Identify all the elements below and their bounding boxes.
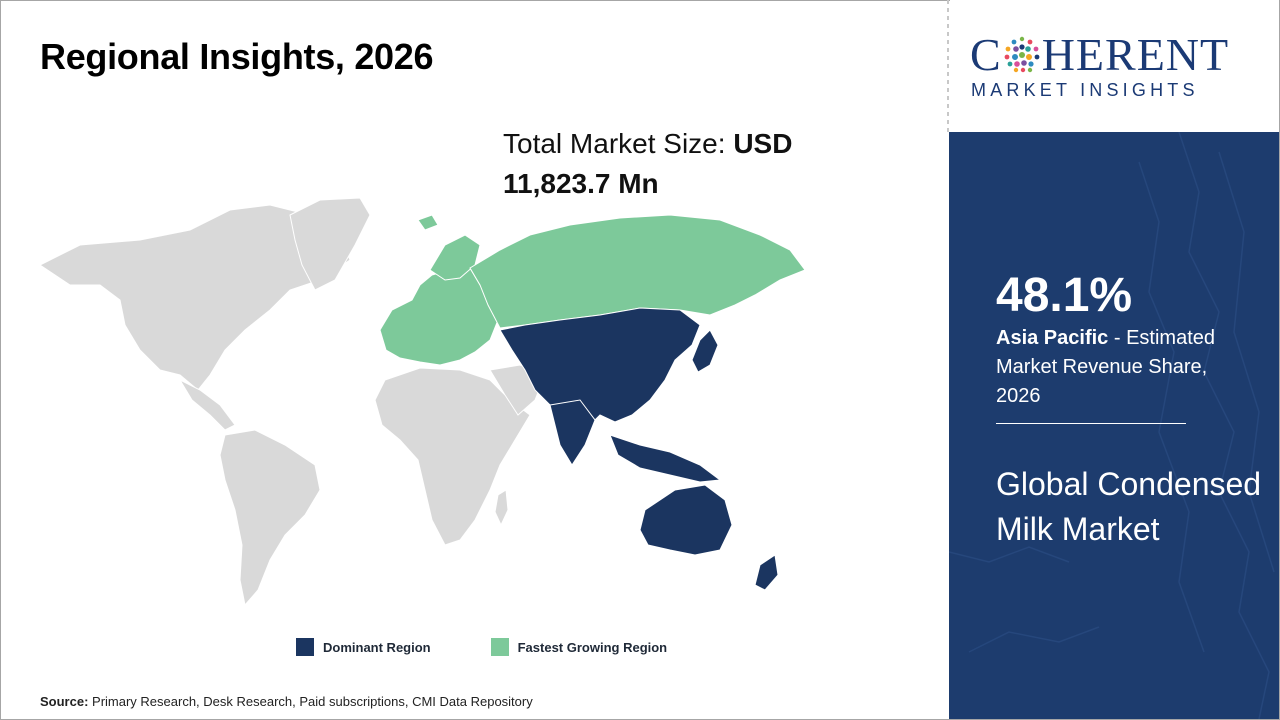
total-market-size-label: Total Market Size: bbox=[503, 128, 734, 159]
total-market-size: Total Market Size: USD 11,823.7 Mn bbox=[503, 124, 792, 204]
logo-tagline: MARKET INSIGHTS bbox=[971, 80, 1199, 100]
map-region-greenland bbox=[289, 197, 371, 291]
share-desc-text: - Estimated Market Revenue Share, 2026 bbox=[996, 327, 1215, 407]
logo-wordmark: C bbox=[970, 30, 1229, 80]
map-region-japan bbox=[691, 329, 719, 373]
map-region-australia bbox=[639, 484, 733, 556]
world-map bbox=[39, 197, 806, 607]
map-legend: Dominant Region Fastest Growing Region bbox=[296, 638, 667, 656]
side-panel-map-texture bbox=[949, 132, 1275, 719]
legend-label-fastest: Fastest Growing Region bbox=[517, 639, 668, 655]
source-text: Primary Research, Desk Research, Paid su… bbox=[88, 694, 533, 709]
share-description: Asia Pacific - Estimated Market Revenue … bbox=[996, 324, 1256, 411]
map-region-south-america bbox=[219, 429, 321, 607]
map-region-scandinavia bbox=[429, 234, 481, 281]
side-panel: 48.1% Asia Pacific - Estimated Market Re… bbox=[949, 132, 1279, 719]
header-divider bbox=[947, 0, 949, 132]
logo-dot-globe-icon bbox=[1004, 36, 1040, 73]
legend-label-dominant: Dominant Region bbox=[323, 639, 431, 655]
share-value: 48.1% bbox=[996, 269, 1133, 322]
page-title: Regional Insights, 2026 bbox=[40, 36, 434, 77]
map-region-central-america bbox=[178, 378, 236, 431]
logo-wordmark-prefix: C bbox=[970, 29, 1002, 80]
map-region-madagascar bbox=[494, 489, 509, 527]
share-region: Asia Pacific bbox=[996, 327, 1109, 349]
total-market-size-currency: USD bbox=[733, 128, 793, 159]
map-region-russia bbox=[469, 214, 806, 329]
legend-item-dominant: Dominant Region bbox=[296, 638, 431, 656]
logo-wordmark-suffix: HERENT bbox=[1041, 29, 1230, 80]
legend-item-fastest: Fastest Growing Region bbox=[490, 638, 668, 656]
map-region-north-america bbox=[39, 204, 351, 391]
panel-divider bbox=[996, 423, 1186, 424]
legend-swatch-dominant bbox=[296, 638, 314, 656]
total-market-size-value: 11,823.7 Mn bbox=[503, 168, 659, 199]
company-logo: C bbox=[950, 0, 1279, 132]
legend-swatch-fastest bbox=[490, 638, 509, 656]
map-region-southeast-asia bbox=[609, 434, 722, 483]
map-region-india bbox=[549, 399, 596, 466]
map-region-asia bbox=[499, 307, 701, 446]
source-label: Source: bbox=[40, 694, 89, 709]
source-note: Source: Primary Research, Desk Research,… bbox=[40, 694, 533, 709]
map-region-new-zealand bbox=[754, 554, 779, 591]
map-region-africa bbox=[374, 367, 531, 546]
map-region-iceland bbox=[417, 214, 439, 231]
market-name: Global Condensed Milk Market bbox=[996, 466, 1262, 547]
